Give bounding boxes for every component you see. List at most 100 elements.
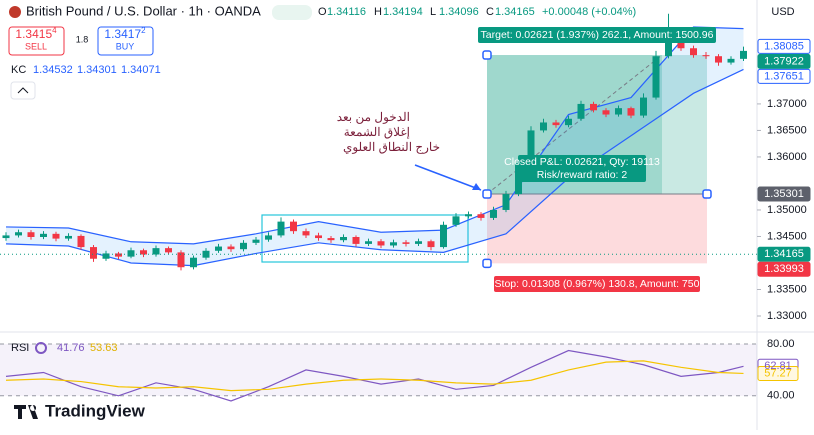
target-label-bg — [478, 27, 716, 43]
y-tick-label: 1.34500 — [767, 230, 807, 242]
handle[interactable] — [482, 258, 492, 269]
candle-body — [527, 130, 535, 164]
rsi-line — [5, 349, 744, 402]
kc-lower — [5, 68, 744, 267]
candle-body — [327, 238, 335, 241]
buy-button[interactable] — [97, 26, 154, 56]
candle-body — [140, 250, 147, 255]
candle-body — [665, 34, 672, 57]
price-tag — [757, 38, 811, 54]
candle-body — [65, 235, 72, 239]
rsi-value: 41.76 — [57, 342, 85, 354]
annotation-line: خارج النطاق العلوي — [343, 140, 440, 154]
logo-icon — [14, 405, 38, 419]
candle-body — [652, 56, 660, 98]
kc-upper — [5, 26, 744, 245]
sell-price[interactable]: 1.34154 — [15, 26, 57, 41]
ohlc-value: 1.34096 — [439, 6, 479, 18]
currency[interactable]: USD — [771, 6, 794, 18]
spread: 1.8 — [76, 34, 89, 44]
handle[interactable] — [482, 50, 492, 60]
price-tag — [757, 261, 811, 277]
ohlc-value: 1.34194 — [383, 6, 423, 18]
rsi-tag-label: 57.27 — [764, 367, 792, 379]
candle-body — [265, 235, 272, 240]
range-box — [261, 214, 469, 263]
y-tick-label: 1.35000 — [767, 204, 807, 216]
price-tag-label: 1.37922 — [764, 55, 804, 67]
candle-body — [277, 221, 285, 236]
annotation-line: إغلاق الشمعة — [344, 125, 410, 140]
candle-body — [577, 103, 585, 119]
candle-body — [15, 232, 22, 236]
rsi-tag-label: 62.81 — [764, 360, 792, 372]
candle-body — [727, 58, 735, 63]
candle-body — [152, 248, 160, 255]
candle-body — [565, 118, 572, 126]
candle-body — [402, 242, 410, 244]
collapse-icon — [17, 87, 29, 94]
collapse-button[interactable] — [10, 81, 36, 100]
rsi-ma-value: 53.63 — [90, 342, 118, 354]
candle-body — [252, 239, 260, 243]
indicator-value: 1.34301 — [77, 64, 117, 76]
target-label: Target: 0.02621 (1.937%) 262.1, Amount: … — [481, 29, 714, 41]
status-pill[interactable] — [272, 5, 312, 20]
candle-body — [240, 242, 247, 250]
candle-body — [215, 246, 222, 251]
ohlc-label: H — [374, 6, 382, 18]
candle-body — [52, 233, 60, 239]
candle-body — [540, 122, 547, 131]
pnl-bg — [518, 155, 646, 182]
candle-body — [190, 257, 197, 268]
candle-body — [302, 231, 310, 236]
candle-body — [715, 56, 722, 63]
candle-body — [390, 242, 397, 246]
sell-button[interactable] — [8, 26, 65, 56]
rsi-tick-label: 40.00 — [767, 390, 795, 402]
stop-label: Stop: 0.01308 (0.967%) 130.8, Amount: 75… — [495, 278, 700, 290]
candle-body — [2, 235, 10, 239]
candle-body — [465, 214, 472, 217]
sell-label[interactable]: SELL — [25, 41, 47, 51]
candle-body — [590, 103, 597, 111]
ohlc-label: O — [318, 6, 327, 18]
buy-price[interactable]: 1.34172 — [104, 26, 146, 41]
rsi-tick-label: 80.00 — [767, 338, 795, 350]
candle-body — [552, 122, 560, 126]
candle-body — [702, 55, 710, 57]
symbol: British Pound / U.S. Dollar · 1h · OANDA — [26, 3, 261, 18]
annotation-arrow — [414, 164, 482, 191]
pnl-label: Closed P&L: 0.02621, Qty: 19113 — [504, 156, 660, 168]
price-tag-label: 1.33993 — [764, 263, 804, 275]
price-tag — [757, 53, 811, 69]
price-tag-label: 1.38085 — [764, 40, 804, 52]
candle-body — [627, 108, 635, 116]
loss-zone — [487, 194, 707, 264]
candle-body — [377, 241, 385, 246]
arrow-head — [472, 183, 481, 190]
indicator-name: KC — [11, 64, 26, 76]
handle[interactable] — [482, 189, 492, 199]
handle[interactable] — [702, 189, 712, 199]
buy-label[interactable]: BUY — [116, 41, 135, 51]
candle-body — [427, 241, 435, 248]
annotation-line: الدخول من بعد — [337, 110, 410, 124]
indicator-value: 1.34071 — [121, 64, 161, 76]
y-tick-label: 1.33500 — [767, 283, 807, 295]
y-tick-label: 1.33000 — [767, 310, 807, 322]
rr-label: Risk/reward ratio: 2 — [537, 169, 628, 181]
indicator-value: 1.34532 — [33, 64, 73, 76]
candle-body — [415, 241, 422, 244]
candle-body — [452, 216, 460, 225]
rsi-icon — [35, 342, 47, 354]
candle-body — [640, 97, 647, 116]
y-tick-label: 1.36500 — [767, 124, 807, 136]
change: +0.00048 (+0.04%) — [542, 6, 636, 18]
candle-body — [440, 224, 447, 248]
candle-body — [490, 209, 497, 218]
candle-body — [340, 237, 347, 241]
candle-body — [690, 48, 697, 56]
candle-body — [115, 253, 122, 257]
rsi-name: RSI — [11, 342, 29, 354]
